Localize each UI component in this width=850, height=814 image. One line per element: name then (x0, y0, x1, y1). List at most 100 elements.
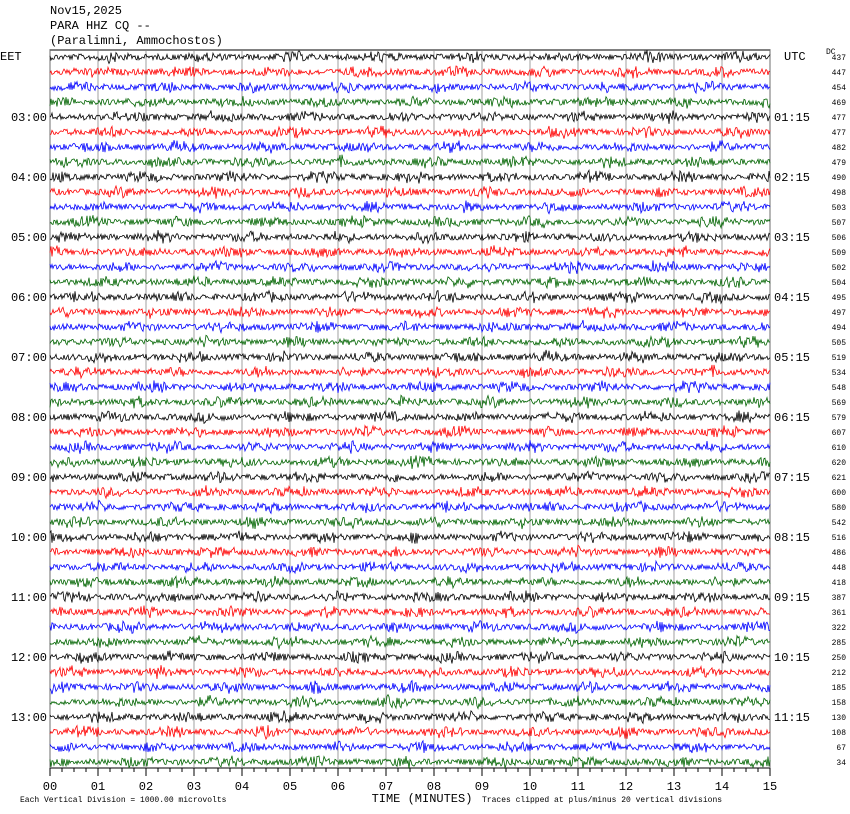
trace (49, 124, 771, 139)
trace (49, 394, 771, 409)
x-tick-label: 08 (427, 780, 441, 794)
trace (49, 289, 771, 305)
eet-time: 06:00 (11, 291, 47, 305)
dc-value: 212 (832, 669, 847, 678)
dc-value: 158 (832, 699, 847, 708)
utc-time: 07:15 (774, 471, 810, 485)
dc-value: 67 (836, 744, 846, 753)
dc-value: 447 (832, 69, 847, 78)
dc-value: 621 (832, 474, 847, 483)
utc-time: 10:15 (774, 651, 810, 665)
trace (49, 710, 770, 725)
dc-value: 534 (832, 369, 847, 378)
dc-value: 516 (832, 534, 847, 543)
trace (49, 65, 771, 79)
eet-time: 09:00 (11, 471, 47, 485)
trace (49, 184, 771, 200)
clip-note: Traces clipped at plus/minus 20 vertical… (482, 796, 722, 805)
dc-value: 448 (832, 564, 847, 573)
dc-value: 479 (832, 159, 847, 168)
trace (49, 410, 771, 425)
trace (49, 305, 771, 319)
trace (49, 679, 771, 695)
x-tick-label: 07 (379, 780, 393, 794)
trace (49, 95, 771, 109)
utc-time: 03:15 (774, 231, 810, 245)
dc-value: 486 (832, 549, 847, 558)
dc-value: 250 (832, 654, 847, 663)
trace (49, 169, 771, 184)
dc-value: 600 (832, 489, 847, 498)
dc-value: 108 (832, 729, 847, 738)
x-tick-label: 02 (139, 780, 153, 794)
trace (49, 245, 771, 259)
dc-value: 506 (832, 234, 847, 243)
eet-time: 05:00 (11, 231, 47, 245)
trace (49, 485, 771, 500)
dc-value: 610 (832, 444, 847, 453)
eet-time: 04:00 (11, 171, 47, 185)
dc-value: 322 (832, 624, 847, 633)
trace (49, 529, 771, 545)
eet-time: 08:00 (11, 411, 47, 425)
trace (49, 380, 771, 394)
date: Nov15,2025 (50, 4, 122, 18)
dc-value: 494 (832, 324, 847, 333)
eet-time: 10:00 (11, 531, 47, 545)
trace (49, 334, 771, 349)
trace (49, 724, 771, 741)
x-tick-label: 11 (571, 780, 585, 794)
dc-value: 454 (832, 84, 847, 93)
utc-time: 09:15 (774, 591, 810, 605)
trace (49, 575, 771, 590)
dc-value: 497 (832, 309, 847, 318)
x-tick-label: 06 (331, 780, 345, 794)
eet-time: 07:00 (11, 351, 47, 365)
x-tick-label: 03 (187, 780, 201, 794)
dc-label: DC (826, 48, 836, 57)
trace (49, 559, 771, 575)
dc-value: 569 (832, 399, 847, 408)
dc-value: 620 (832, 459, 847, 468)
trace (49, 693, 771, 710)
trace (49, 544, 771, 559)
dc-value: 490 (832, 174, 847, 183)
dc-value: 504 (832, 279, 847, 288)
location: (Paralimni, Ammochostos) (50, 34, 223, 48)
trace (49, 154, 771, 169)
x-tick-label: 14 (715, 780, 729, 794)
dc-value: 477 (832, 129, 847, 138)
trace (49, 739, 771, 754)
dc-value: 498 (832, 189, 847, 198)
scale-note: Each Vertical Division = 1000.00 microvo… (20, 796, 227, 805)
trace (49, 424, 771, 439)
trace (49, 200, 771, 215)
x-tick-label: 00 (43, 780, 57, 794)
dc-value: 519 (832, 354, 847, 363)
dc-value: 495 (832, 294, 847, 303)
dc-value: 542 (832, 519, 847, 528)
eet-time: 13:00 (11, 711, 47, 725)
x-tick-label: 13 (667, 780, 681, 794)
dc-value: 418 (832, 579, 847, 588)
trace (49, 50, 771, 65)
dc-value: 507 (832, 219, 847, 228)
dc-value: 503 (832, 204, 847, 213)
utc-time: 11:15 (774, 711, 810, 725)
utc-time: 08:15 (774, 531, 810, 545)
x-tick-label: 05 (283, 780, 297, 794)
trace (49, 259, 771, 275)
dc-value: 505 (832, 339, 847, 348)
dc-value: 469 (832, 99, 847, 108)
utc-time: 01:15 (774, 111, 810, 125)
eet-time: 03:00 (11, 111, 47, 125)
trace (49, 140, 771, 154)
dc-value: 437 (832, 54, 847, 63)
trace (49, 110, 771, 124)
trace (49, 620, 771, 635)
trace (49, 230, 771, 245)
station: PARA HHZ CQ -- (50, 19, 151, 33)
dc-value: 34 (836, 759, 846, 768)
x-tick-label: 15 (763, 780, 777, 794)
